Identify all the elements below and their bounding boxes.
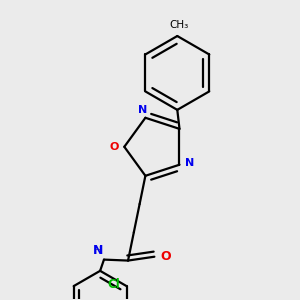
Text: N: N [138, 105, 147, 115]
Text: N: N [93, 244, 103, 257]
Text: CH₃: CH₃ [169, 20, 188, 30]
Text: N: N [185, 158, 194, 168]
Text: O: O [160, 250, 171, 263]
Text: H: H [94, 246, 102, 256]
Text: Cl: Cl [107, 278, 120, 291]
Text: O: O [109, 142, 119, 152]
